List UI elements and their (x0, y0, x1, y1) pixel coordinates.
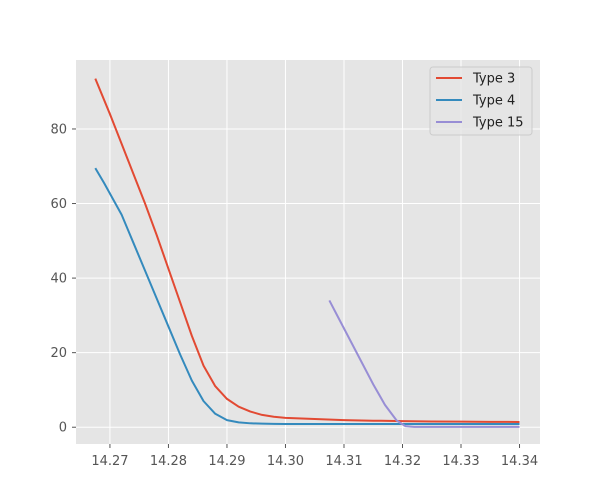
x-tick-label: 14.30 (267, 454, 304, 469)
legend-label-type-4: Type 4 (472, 94, 515, 109)
y-tick-label: 40 (50, 272, 67, 287)
x-tick-label: 14.34 (501, 454, 538, 469)
legend: Type 3 Type 4 Type 15 (429, 66, 533, 136)
x-tick-label: 14.28 (150, 454, 187, 469)
legend-box (429, 66, 533, 136)
legend-label-type-15: Type 15 (472, 116, 524, 131)
y-axis-ticks: 0 20 40 60 80 (50, 122, 76, 436)
x-tick-label: 14.29 (208, 454, 245, 469)
series-line-type-15 (328, 300, 520, 428)
x-tick-label: 14.27 (91, 454, 128, 469)
y-tick-label: 60 (50, 197, 67, 212)
x-axis-ticks: 14.27 14.28 14.29 14.30 14.31 14.32 14.33 14.34 (91, 444, 538, 469)
y-tick-label: 0 (59, 421, 67, 436)
grid (76, 60, 540, 444)
y-tick-label: 20 (50, 346, 67, 361)
series-lines (94, 78, 520, 428)
series-line-type-3 (94, 78, 520, 423)
x-tick-label: 14.32 (384, 454, 421, 469)
x-tick-label: 14.31 (325, 454, 362, 469)
x-tick-label: 14.33 (442, 454, 479, 469)
legend-label-type-3: Type 3 (472, 72, 515, 87)
y-tick-label: 80 (50, 122, 67, 137)
